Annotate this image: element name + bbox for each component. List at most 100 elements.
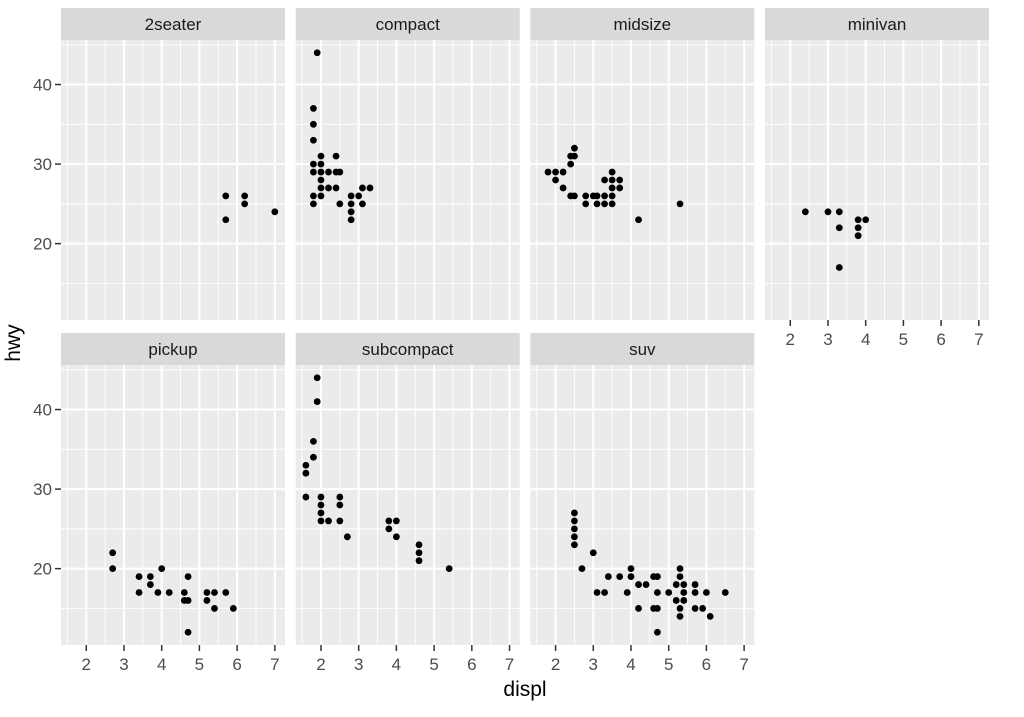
data-point (211, 605, 218, 612)
data-point (854, 224, 862, 232)
data-point (608, 192, 616, 200)
facet-panel-minivan (765, 40, 989, 320)
data-point (854, 232, 862, 240)
data-point (616, 573, 624, 580)
data-point (552, 168, 559, 176)
data-point (325, 168, 332, 176)
y-axis-tick-label: 20 (33, 235, 52, 254)
data-point (313, 398, 321, 405)
data-point (835, 264, 843, 271)
x-axis-tick-label: 7 (974, 330, 983, 349)
data-point (691, 581, 699, 588)
data-point (571, 192, 578, 200)
x-axis-tick-label: 4 (392, 655, 401, 674)
data-point (608, 176, 616, 184)
data-point (571, 517, 578, 525)
data-point (582, 200, 590, 208)
facet-strip-minivan (765, 8, 989, 40)
data-point (154, 589, 162, 596)
data-point (229, 605, 237, 612)
x-axis-tick-label: 3 (119, 655, 128, 674)
data-point (445, 565, 453, 573)
data-point (415, 549, 423, 557)
facet-strip-pickup (61, 333, 285, 365)
data-point (317, 184, 325, 192)
facet-strip-suv (530, 333, 755, 365)
data-point (593, 192, 601, 200)
data-point (317, 160, 325, 168)
facet-panel-suv (530, 365, 755, 645)
data-point (862, 216, 870, 224)
data-point (608, 184, 616, 192)
data-point (317, 509, 325, 517)
data-point (593, 200, 601, 208)
data-point (699, 605, 707, 612)
data-point (415, 541, 423, 549)
data-point (544, 168, 552, 176)
facet-strip-label: midsize (613, 15, 671, 34)
x-axis-tick-label: 7 (739, 655, 748, 674)
data-point (676, 605, 684, 612)
x-axis-tick-label: 7 (270, 655, 279, 674)
data-point (552, 176, 559, 184)
data-point (310, 168, 317, 176)
data-point (310, 160, 317, 168)
data-point (211, 589, 218, 596)
facet-strip-label: 2seater (145, 15, 202, 34)
x-axis-tick-label: 5 (429, 655, 438, 674)
data-point (343, 533, 351, 541)
data-point (601, 176, 608, 184)
data-point (203, 589, 211, 596)
facet-panel-2seater (61, 40, 285, 320)
data-point (801, 208, 809, 216)
data-point (589, 549, 597, 557)
data-point (653, 605, 661, 612)
facet-strip-label: compact (376, 15, 441, 34)
data-point (135, 589, 143, 596)
data-point (241, 200, 249, 208)
x-axis-tick-label: 3 (354, 655, 363, 674)
data-point (336, 200, 344, 208)
data-point (355, 192, 363, 200)
x-axis-tick-label: 6 (467, 655, 476, 674)
x-axis-tick-label: 4 (157, 655, 166, 674)
data-point (653, 628, 661, 636)
data-point (310, 437, 317, 445)
data-point (385, 525, 393, 533)
data-point (313, 374, 321, 382)
x-axis-tick-label: 2 (786, 330, 795, 349)
facet-panel-compact (295, 40, 520, 320)
data-point (317, 192, 325, 200)
data-point (676, 200, 684, 208)
x-axis-tick-label: 3 (823, 330, 832, 349)
data-point (325, 517, 332, 525)
data-point (627, 573, 635, 580)
data-point (310, 136, 317, 144)
data-point (627, 565, 635, 573)
data-point (571, 533, 578, 541)
data-point (854, 216, 862, 224)
data-point (571, 525, 578, 533)
data-point (347, 200, 355, 208)
data-point (184, 628, 192, 636)
data-point (325, 184, 332, 192)
data-point (721, 589, 729, 596)
data-point (559, 168, 567, 176)
data-point (642, 581, 650, 588)
data-point (691, 605, 699, 612)
data-point (109, 549, 117, 557)
data-point (317, 168, 325, 176)
data-point (241, 192, 249, 200)
data-point (835, 224, 843, 232)
data-point (313, 49, 321, 57)
data-point (165, 589, 173, 596)
data-point (271, 208, 279, 216)
facet-strip-compact (295, 8, 520, 40)
x-axis-tick-label: 6 (232, 655, 241, 674)
data-point (158, 565, 166, 573)
data-point (653, 589, 661, 596)
facet-strip-label: minivan (848, 15, 907, 34)
data-point (184, 597, 192, 604)
facet-panel-pickup (61, 365, 285, 645)
